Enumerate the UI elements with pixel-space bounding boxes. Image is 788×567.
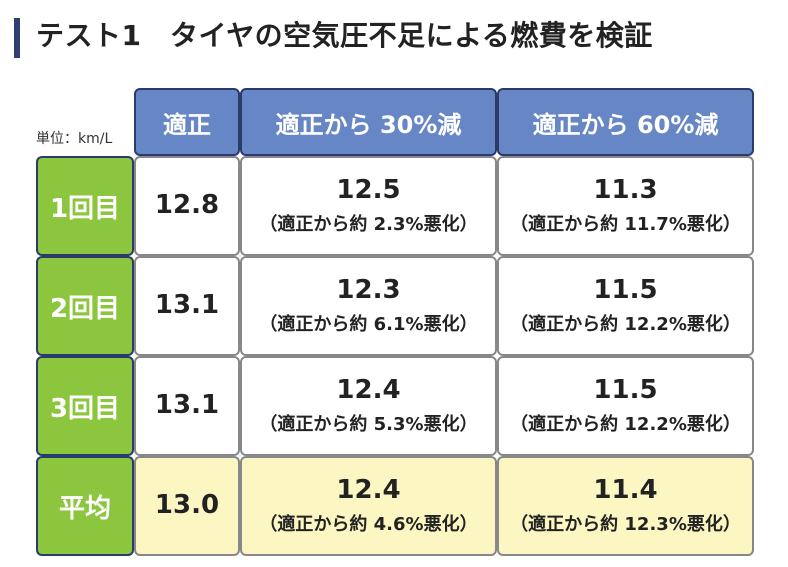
change-note: （適正から約 11.7%悪化） — [510, 213, 741, 235]
value-text: 12.3 — [336, 275, 401, 306]
change-note: （適正から約 12.3%悪化） — [510, 513, 741, 535]
row-header-2: 2回目 — [36, 256, 134, 356]
value-text: 12.4 — [336, 375, 401, 406]
cell-2-standard: 13.1 — [134, 256, 240, 356]
cell-3-minus60: 11.5 （適正から約 12.2%悪化） — [497, 356, 754, 456]
column-header-standard: 適正 — [134, 88, 240, 156]
change-note: （適正から約 12.2%悪化） — [510, 313, 741, 335]
cell-average-standard: 13.0 — [134, 456, 240, 556]
cell-2-minus60: 11.5 （適正から約 12.2%悪化） — [497, 256, 754, 356]
cell-1-minus30: 12.5 （適正から約 2.3%悪化） — [240, 156, 497, 256]
value-text: 11.4 — [593, 475, 658, 506]
value-text: 11.5 — [593, 275, 658, 306]
row-header-3: 3回目 — [36, 356, 134, 456]
row-header-1: 1回目 — [36, 156, 134, 256]
value-text: 13.0 — [154, 490, 220, 521]
cell-3-minus30: 12.4 （適正から約 5.3%悪化） — [240, 356, 497, 456]
change-note: （適正から約 5.3%悪化） — [259, 413, 478, 435]
change-note: （適正から約 6.1%悪化） — [259, 313, 478, 335]
column-header-minus60: 適正から 60%減 — [497, 88, 754, 156]
page-title: テスト1 タイヤの空気圧不足による燃費を検証 — [36, 19, 653, 52]
change-note: （適正から約 4.6%悪化） — [259, 513, 478, 535]
cell-average-minus30: 12.4 （適正から約 4.6%悪化） — [240, 456, 497, 556]
value-text: 12.5 — [336, 175, 401, 206]
value-text: 13.1 — [154, 290, 220, 321]
change-note: （適正から約 12.2%悪化） — [510, 413, 741, 435]
cell-1-standard: 12.8 — [134, 156, 240, 256]
column-header-minus30: 適正から 30%減 — [240, 88, 497, 156]
unit-label: 単位：km/L — [36, 131, 113, 147]
change-note: （適正から約 2.3%悪化） — [259, 213, 478, 235]
value-text: 12.8 — [154, 190, 220, 221]
cell-3-standard: 13.1 — [134, 356, 240, 456]
value-text: 12.4 — [336, 475, 401, 506]
row-header-average: 平均 — [36, 456, 134, 556]
value-text: 11.3 — [593, 175, 658, 206]
cell-average-minus60: 11.4 （適正から約 12.3%悪化） — [497, 456, 754, 556]
value-text: 11.5 — [593, 375, 658, 406]
title-accent-bar — [14, 18, 20, 58]
cell-2-minus30: 12.3 （適正から約 6.1%悪化） — [240, 256, 497, 356]
cell-1-minus60: 11.3 （適正から約 11.7%悪化） — [497, 156, 754, 256]
value-text: 13.1 — [154, 390, 220, 421]
